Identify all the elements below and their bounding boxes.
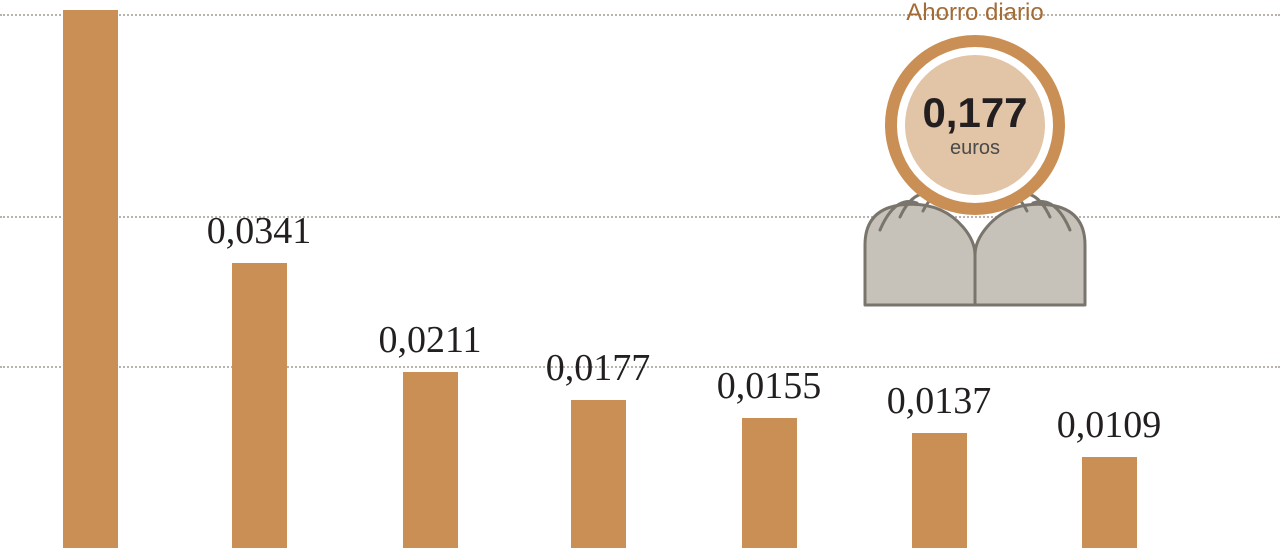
badge-subtitle: Ahorro diario [906,0,1043,27]
bar-value-label: 0,0137 [887,379,992,423]
bar-chart: 0,06440,03410,02110,01770,01550,01370,01… [0,0,1280,548]
badge-unit: euros [950,138,1000,158]
bar [232,263,287,548]
bar [403,372,458,548]
bar-value-label: 0,0109 [1057,403,1162,447]
savings-badge: Ahorro diario0,177euros [885,35,1065,215]
bar [912,433,967,548]
bar-value-label: 0,0341 [207,209,312,253]
bar-value-label: 0,0177 [546,346,651,390]
coin-inner-disc: 0,177 euros [905,55,1045,195]
badge-value: 0,177 [922,92,1027,134]
bar [1082,457,1137,548]
bar [63,10,118,548]
bar [571,400,626,548]
bar-value-label: 0,0155 [717,364,822,408]
bar [742,418,797,548]
gridline [0,14,1280,16]
bar-value-label: 0,0211 [378,318,481,362]
